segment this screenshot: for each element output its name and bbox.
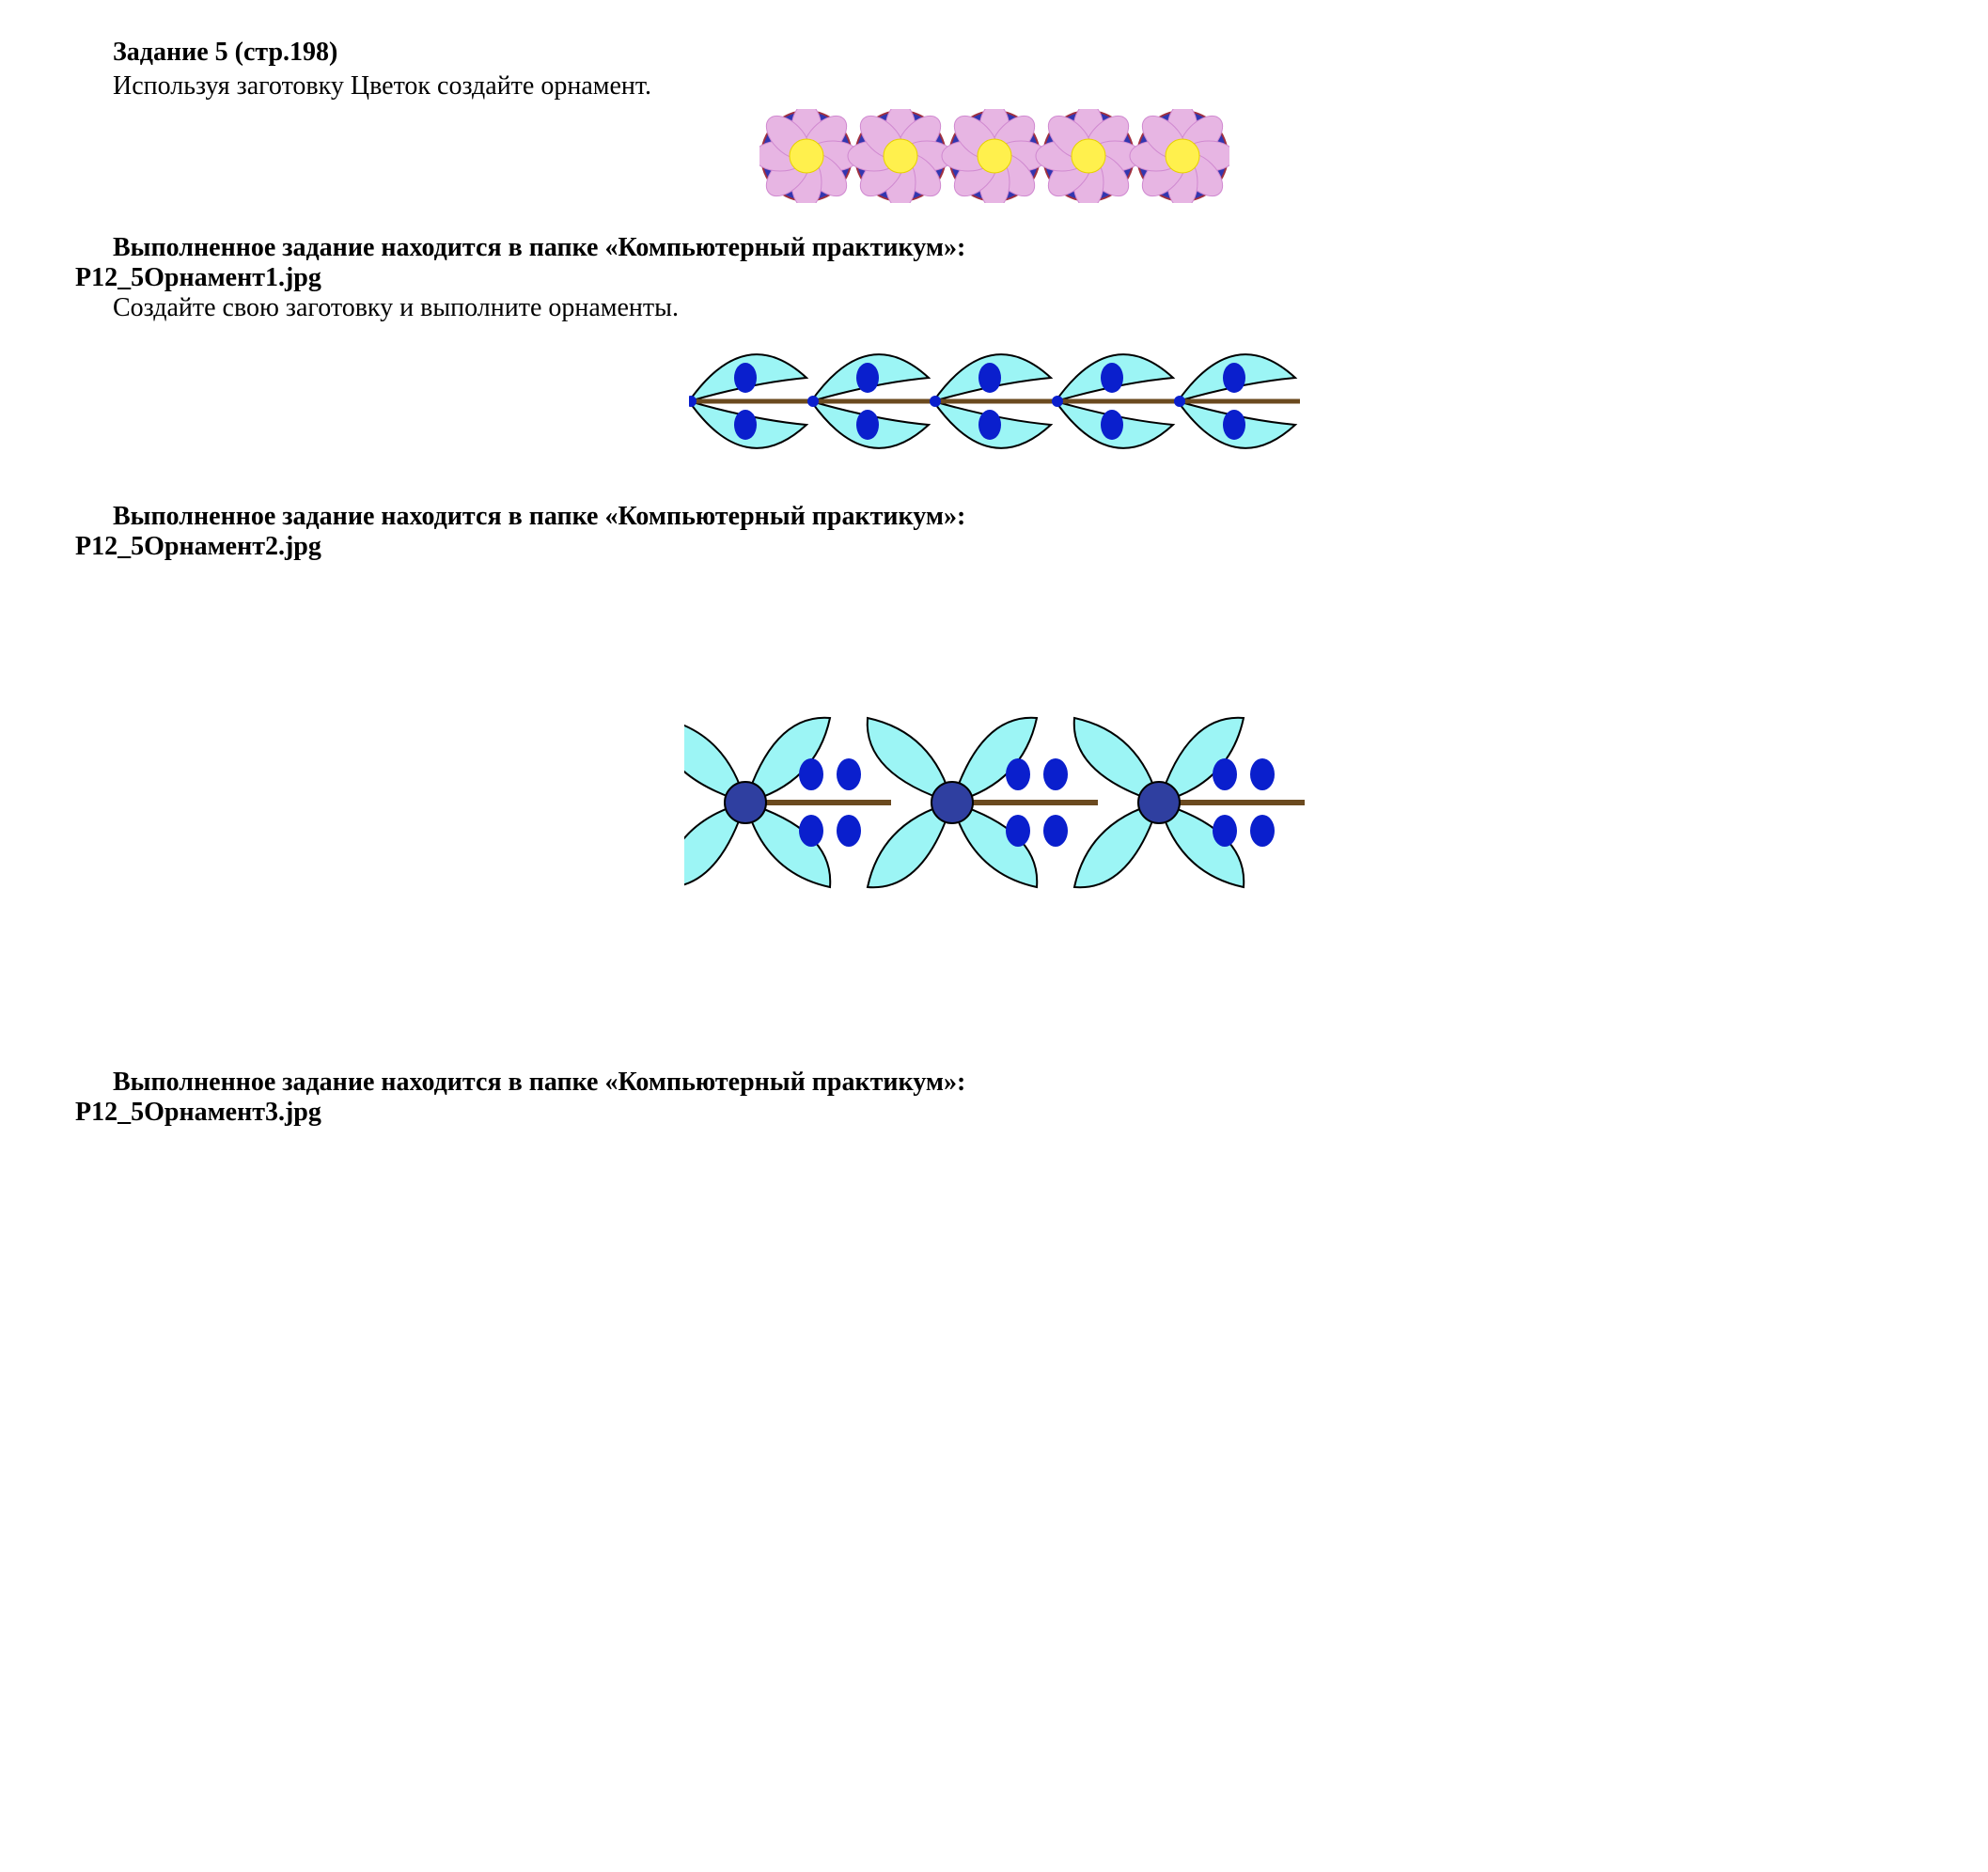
result2-line2: Р12_5Орнамент2.jpg — [75, 532, 1913, 562]
result1-line1: Выполненное задание находится в папке «К… — [75, 233, 1913, 263]
result1-line2: Р12_5Орнамент1.jpg — [75, 263, 1913, 293]
instruction-1: Используя заготовку Цветок создайте орна… — [75, 71, 1913, 101]
ornament-3-figure — [75, 699, 1913, 913]
result3-line1: Выполненное задание находится в папке «К… — [75, 1068, 1913, 1098]
ornament-2-figure — [75, 331, 1913, 479]
result2-line1: Выполненное задание находится в папке «К… — [75, 502, 1913, 532]
instruction-2: Создайте свою заготовку и выполните орна… — [75, 293, 1913, 323]
task-heading: Задание 5 (стр.198) — [75, 38, 1913, 68]
ornament-1-figure — [75, 109, 1913, 211]
result3-line2: Р12_5Орнамент3.jpg — [75, 1098, 1913, 1128]
